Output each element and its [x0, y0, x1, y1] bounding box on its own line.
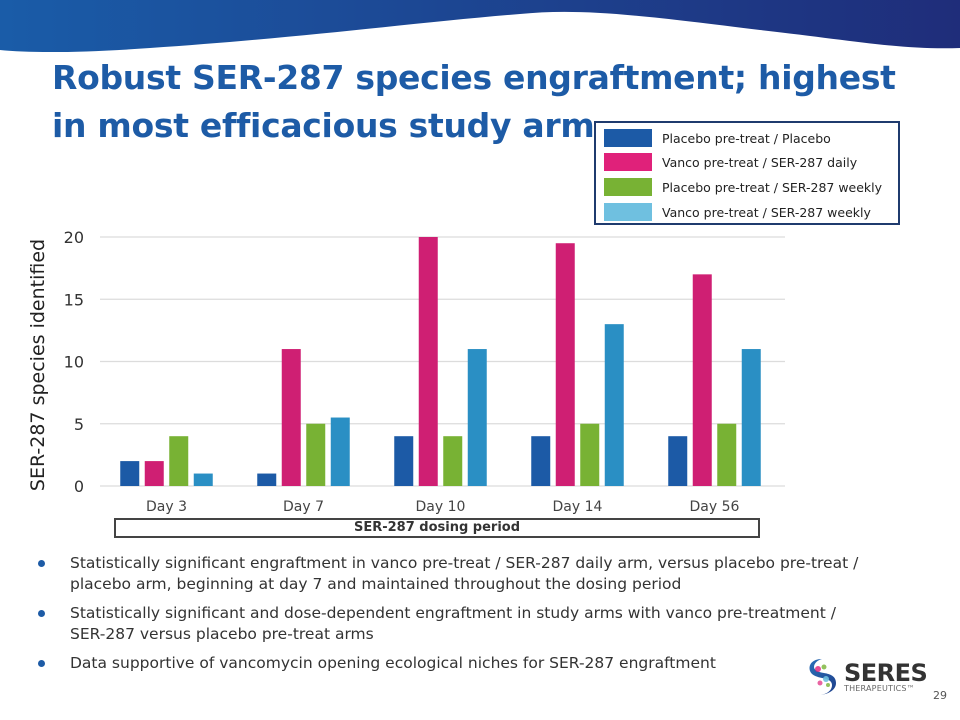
bar	[531, 436, 551, 486]
legend-swatch	[604, 153, 652, 171]
logo-text: SERES THERAPEUTICS™	[844, 659, 928, 693]
legend-label: Placebo pre-treat / Placebo	[662, 130, 831, 146]
bar	[257, 473, 277, 486]
legend-item: Vanco pre-treat / SER-287 daily	[604, 152, 857, 172]
x-tick-label: Day 10	[416, 499, 466, 515]
bar	[144, 461, 164, 486]
x-tick-label: Day 56	[690, 499, 740, 515]
bullet-item: Statistically significant engraftment in…	[38, 553, 868, 595]
x-tick-label: Day 3	[146, 499, 187, 515]
page-number: 29	[933, 689, 947, 702]
bar	[467, 349, 487, 486]
chart-gridlines	[100, 236, 785, 487]
seres-logo-icon	[809, 659, 836, 695]
bar	[604, 324, 624, 486]
x-tick-label: Day 14	[553, 499, 603, 515]
y-tick-label: 5	[74, 415, 84, 434]
bar	[717, 423, 737, 486]
company-logo: SERES THERAPEUTICS™	[806, 657, 928, 697]
bullet-text: Data supportive of vancomycin opening ec…	[70, 654, 716, 672]
bullet-text: Statistically significant and dose-depen…	[70, 604, 836, 643]
x-tick-label: Day 7	[283, 499, 324, 515]
bullet-dot-icon	[38, 610, 45, 617]
legend-item: Placebo pre-treat / Placebo	[604, 128, 831, 148]
bar	[692, 274, 712, 486]
bar	[555, 243, 575, 486]
y-tick-label: 20	[64, 228, 84, 247]
legend-label: Vanco pre-treat / SER-287 daily	[662, 154, 858, 170]
legend-swatch	[604, 129, 652, 147]
bullet-dot-icon	[38, 660, 45, 667]
bullet-item: Data supportive of vancomycin opening ec…	[38, 653, 868, 674]
bar	[281, 349, 301, 486]
legend-label: Placebo pre-treat / SER-287 weekly	[662, 179, 883, 195]
bar	[193, 473, 213, 486]
y-tick-label: 10	[64, 353, 84, 372]
legend-swatch	[604, 203, 652, 221]
y-axis-label: SER-287 species identified	[27, 238, 49, 492]
bar	[330, 417, 350, 486]
x-axis-ticks: Day 3 Day 7 Day 10 Day 14 Day 56	[146, 499, 740, 515]
bar	[580, 423, 600, 486]
bar	[741, 349, 761, 486]
y-tick-label: 15	[64, 290, 84, 309]
bullet-item: Statistically significant and dose-depen…	[38, 603, 868, 645]
bar	[418, 237, 438, 486]
dosing-period-bracket: SER-287 dosing period	[114, 518, 760, 538]
header-wave	[0, 0, 960, 53]
bar	[394, 436, 414, 486]
bar	[668, 436, 688, 486]
bullet-list: Statistically significant engraftment in…	[38, 553, 868, 682]
bar-chart: 0 5 10 15 20 Day 3 Day 7 Day 10 Day 14 Day 56	[64, 228, 785, 515]
bar	[443, 436, 463, 486]
legend-item: Vanco pre-treat / SER-287 weekly	[604, 202, 871, 222]
bullet-dot-icon	[38, 560, 45, 567]
bar	[120, 461, 140, 486]
legend-swatch	[604, 178, 652, 196]
logo-subtitle: THERAPEUTICS™	[844, 684, 915, 693]
y-axis-ticks: 0 5 10 15 20	[64, 228, 84, 496]
chart-legend: Placebo pre-treat / Placebo Vanco pre-tr…	[594, 121, 900, 225]
slide-title: Robust SER-287 species engraftment; high…	[52, 58, 896, 145]
bar	[306, 423, 326, 486]
legend-item: Placebo pre-treat / SER-287 weekly	[604, 177, 882, 197]
chart-bars	[120, 237, 761, 486]
logo-name: SERES	[844, 659, 928, 687]
bullet-text: Statistically significant engraftment in…	[70, 554, 859, 593]
bar	[169, 436, 189, 486]
legend-label: Vanco pre-treat / SER-287 weekly	[662, 204, 871, 220]
y-tick-label: 0	[74, 477, 84, 496]
